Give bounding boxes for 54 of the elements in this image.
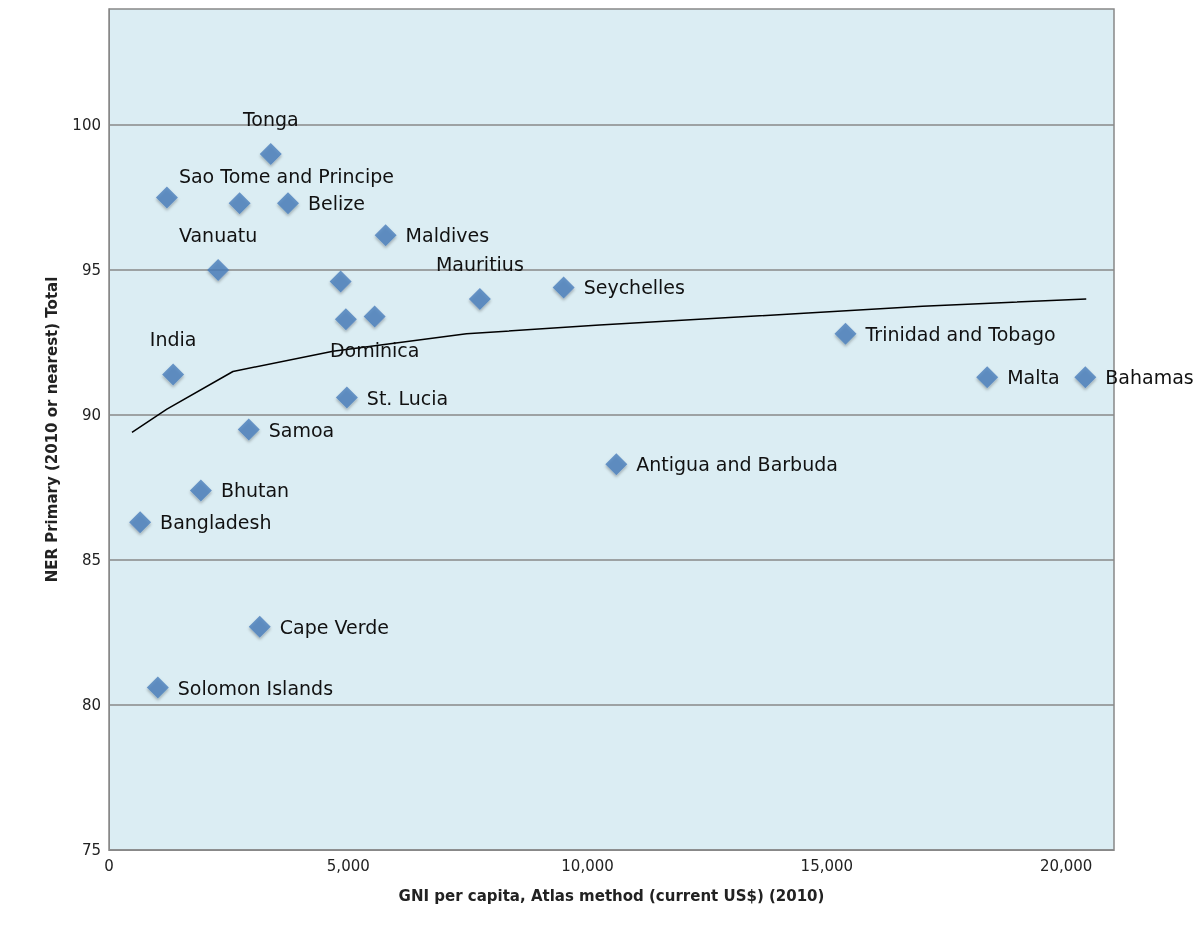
point bbox=[552, 276, 575, 299]
point bbox=[374, 224, 397, 247]
annotation: Antigua and Barbuda bbox=[636, 453, 838, 476]
point bbox=[162, 363, 185, 386]
annotation: Cape Verde bbox=[279, 615, 389, 638]
y-tick-label: 90 bbox=[81, 406, 101, 424]
y-tick-label: 75 bbox=[81, 841, 101, 859]
annotation: Malta bbox=[1007, 366, 1060, 389]
point bbox=[363, 305, 386, 328]
y-tick-label: 85 bbox=[81, 551, 101, 569]
annotation: Bhutan bbox=[220, 479, 290, 502]
annotation: St. Lucia bbox=[366, 386, 449, 409]
annotation: Mauritius bbox=[435, 252, 524, 275]
point bbox=[248, 615, 271, 638]
annotation: Dominica bbox=[329, 338, 420, 361]
point bbox=[129, 511, 152, 534]
annotation: India bbox=[149, 327, 197, 350]
point bbox=[605, 453, 628, 476]
point bbox=[329, 270, 352, 293]
x-tick-label: 15,000 bbox=[800, 856, 854, 875]
point bbox=[834, 322, 857, 345]
point bbox=[155, 186, 178, 209]
y-tick-label: 95 bbox=[81, 261, 101, 279]
point bbox=[1074, 366, 1097, 389]
annotation: Sao Tome and Principe bbox=[178, 165, 395, 187]
annotation: Maldives bbox=[405, 224, 490, 247]
y-axis-title: NER Primary (2010 or nearest) Total bbox=[42, 276, 61, 583]
point bbox=[276, 192, 299, 215]
x-tick-label: 20,000 bbox=[1039, 856, 1093, 875]
point bbox=[259, 143, 282, 165]
y-tick-label: 100 bbox=[72, 116, 101, 134]
annotation: Tonga bbox=[241, 107, 299, 130]
x-axis-title: GNI per capita, Atlas method (current US$) (2010) bbox=[398, 886, 825, 905]
y-tick-label: 80 bbox=[81, 696, 101, 714]
point bbox=[237, 418, 260, 441]
annotation: Bahamas bbox=[1105, 366, 1194, 389]
x-tick-label: 10,000 bbox=[561, 856, 614, 875]
x-tick-label: 5,000 bbox=[326, 856, 370, 875]
annotation: Vanuatu bbox=[178, 223, 258, 246]
annotation: Bangladesh bbox=[160, 511, 272, 534]
point bbox=[334, 308, 357, 331]
annotation: Seychelles bbox=[583, 276, 685, 299]
point bbox=[228, 192, 251, 215]
point bbox=[207, 259, 230, 281]
annotation: Belize bbox=[307, 192, 365, 215]
point bbox=[146, 676, 169, 699]
annotation: Trinidad and Tobago bbox=[864, 322, 1056, 345]
point bbox=[335, 386, 358, 409]
x-tick-label: 0 bbox=[104, 856, 114, 875]
annotation: Solomon Islands bbox=[177, 676, 334, 699]
point bbox=[189, 479, 212, 502]
point bbox=[468, 288, 491, 310]
annotation: Samoa bbox=[268, 418, 335, 441]
point bbox=[976, 366, 999, 389]
